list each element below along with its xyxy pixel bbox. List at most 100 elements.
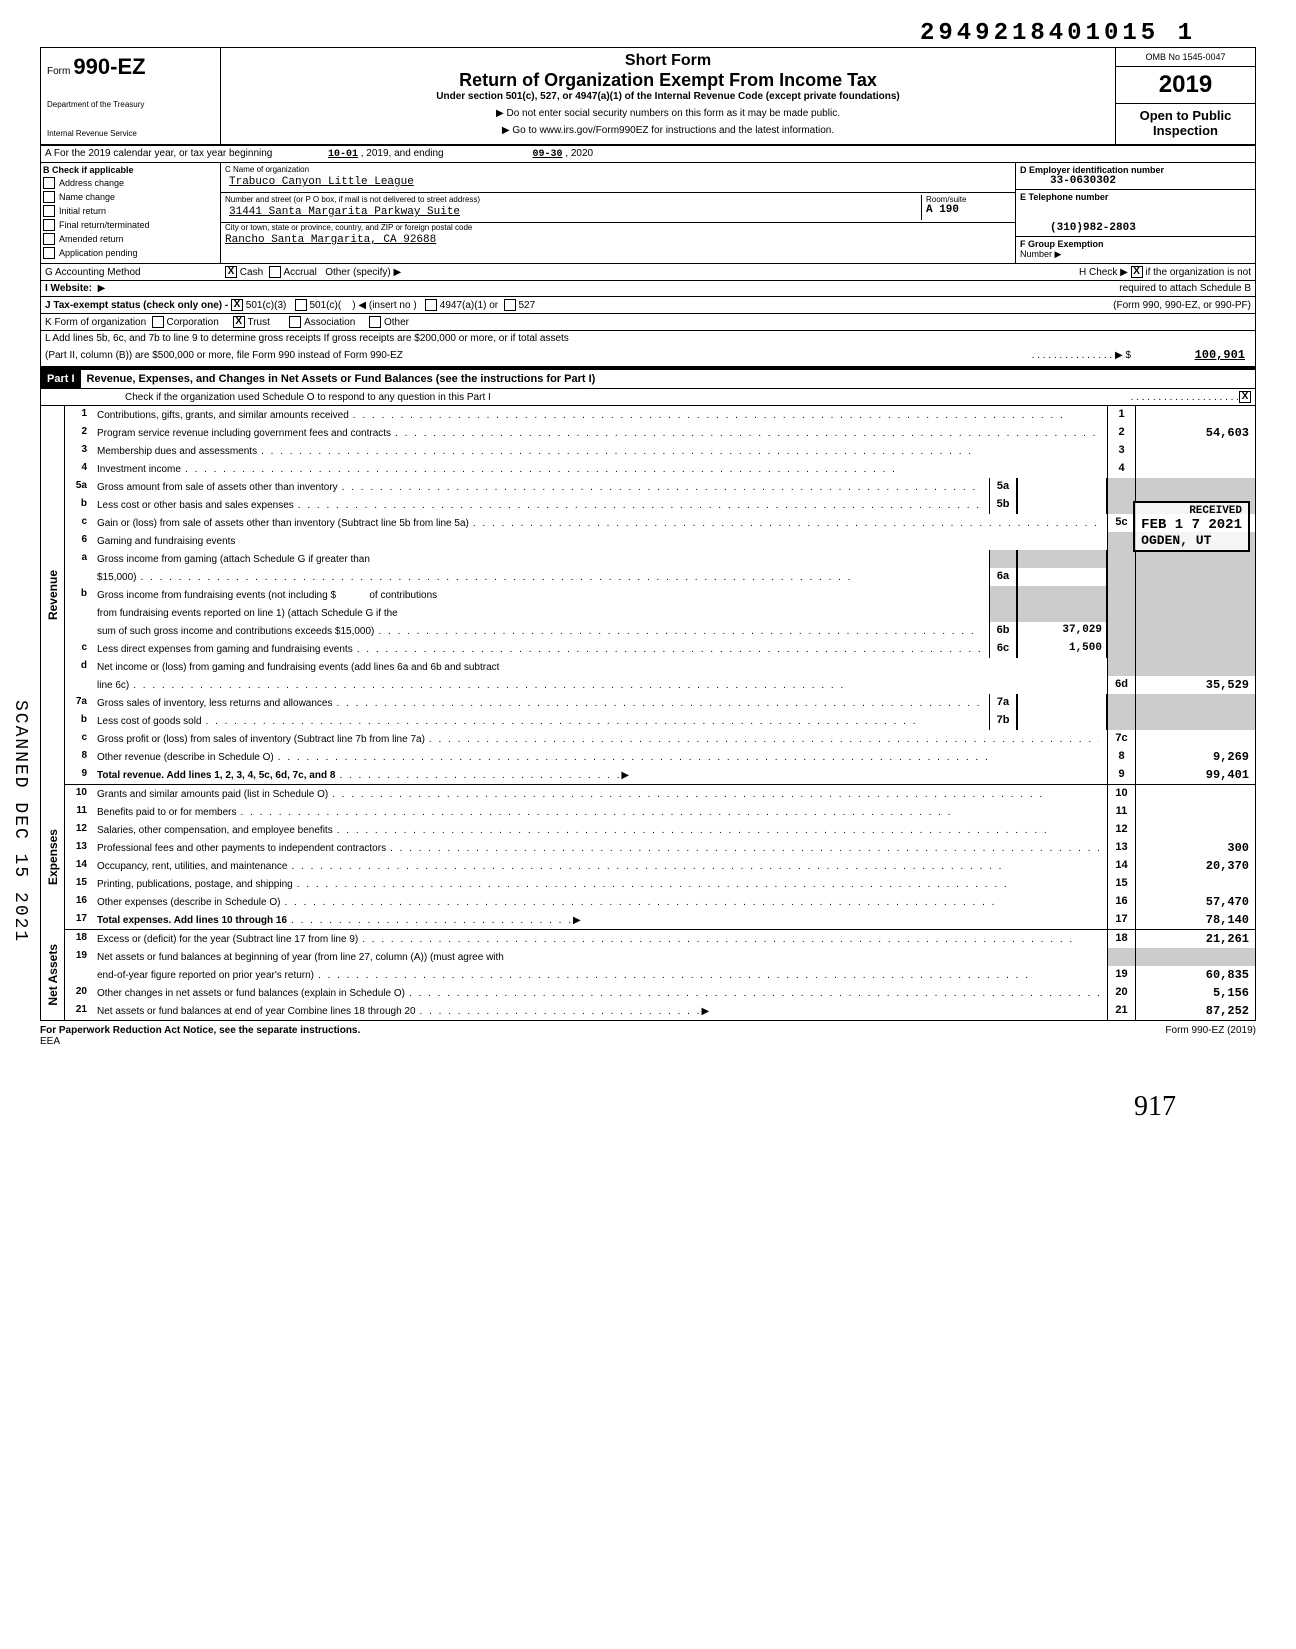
line-l2: (Part II, column (B)) are $500,000 or mo… xyxy=(41,344,1255,368)
l15-desc: Printing, publications, postage, and shi… xyxy=(97,879,293,890)
l6b3-desc: from fundraising events reported on line… xyxy=(97,608,398,619)
check-amended[interactable]: Amended return xyxy=(43,233,218,245)
check-address-change[interactable]: Address change xyxy=(43,177,218,189)
tax-year: 2019 xyxy=(1116,67,1255,104)
footer-left: For Paperwork Reduction Act Notice, see … xyxy=(40,1025,360,1036)
l19a-desc: Net assets or fund balances at beginning… xyxy=(97,952,504,963)
dots: . . . . . . . . . . . . . . . . . . . . … xyxy=(185,464,1099,475)
h-text: if the organization is not xyxy=(1145,267,1251,278)
dots: . . . . . . . . . . . . . . . . . . . . … xyxy=(409,988,1099,999)
l17-desc: Total expenses. Add lines 10 through 16 xyxy=(97,915,287,926)
l16-desc: Other expenses (describe in Schedule O) xyxy=(97,897,280,908)
stamp-received: RECEIVED xyxy=(1141,505,1242,517)
part1-header: Part I Revenue, Expenses, and Changes in… xyxy=(41,368,1255,389)
check-final-return[interactable]: Final return/terminated xyxy=(43,219,218,231)
k-assoc-checkbox[interactable] xyxy=(289,316,301,328)
part1-checkbox[interactable]: X xyxy=(1239,391,1251,403)
org-address: 31441 Santa Margarita Parkway Suite xyxy=(225,204,921,220)
dots: . . . . . . . . . . . . . . . . . . . . … xyxy=(332,789,1099,800)
l6b2-desc: of contributions xyxy=(369,590,437,601)
dots: . . . . . . . . . . . . . . . . . . . . … xyxy=(298,500,981,511)
l20-desc: Other changes in net assets or fund bala… xyxy=(97,988,405,999)
dots: . . . . . . . . . . . . . . . . . . . . … xyxy=(353,410,1099,421)
check-app-pending[interactable]: Application pending xyxy=(43,247,218,259)
l12-desc: Salaries, other compensation, and employ… xyxy=(97,825,333,836)
cb-label: Final return/terminated xyxy=(59,220,150,230)
h-checkbox[interactable]: X xyxy=(1131,266,1143,278)
l13-amt: 300 xyxy=(1135,839,1255,857)
check-dots: . . . . . . . . . . . . . . . . . . . . xyxy=(491,392,1239,403)
l6b-amt: 37,029 xyxy=(1017,622,1107,640)
l9-desc: Total revenue. Add lines 1, 2, 3, 4, 5c,… xyxy=(97,770,335,781)
l11-desc: Benefits paid to or for members xyxy=(97,807,237,818)
signature: 917 xyxy=(40,1091,1176,1123)
check-initial-return[interactable]: Initial return xyxy=(43,205,218,217)
dots: . . . . . . . . . . . . . . . . . . . . … xyxy=(339,770,1099,781)
scan-stamp-vertical: SCANNED DEC 15 2021 xyxy=(10,700,30,943)
short-form-label: Short Form xyxy=(229,52,1107,70)
dots: . . . . . . . . . . . . . . . . . . . . … xyxy=(261,446,1099,457)
j-501c3-checkbox[interactable]: X xyxy=(231,299,243,311)
l3-desc: Membership dues and assessments xyxy=(97,446,257,457)
k-label: K Form of organization xyxy=(45,317,146,328)
received-stamp: RECEIVED FEB 1 7 2021 OGDEN, UT xyxy=(1133,501,1250,552)
l6b4-desc: sum of such gross income and contributio… xyxy=(97,626,374,637)
revenue-label: Revenue xyxy=(46,570,60,620)
dots: . . . . . . . . . . . . . . . . . . . . … xyxy=(241,807,1099,818)
dots: . . . . . . . . . . . . . . . . . . . . … xyxy=(133,680,1099,691)
accrual-label: Accrual xyxy=(283,267,316,278)
dots: . . . . . . . . . . . . . . . . . . . . … xyxy=(284,897,1099,908)
netassets-section: Net Assets 18Excess or (deficit) for the… xyxy=(41,930,1255,1020)
k-corp-checkbox[interactable] xyxy=(152,316,164,328)
footer-eea: EEA xyxy=(40,1036,60,1047)
j-o5: 527 xyxy=(518,300,535,311)
l21-amt: 87,252 xyxy=(1135,1002,1255,1020)
k-o4: Other xyxy=(384,317,409,328)
l10-desc: Grants and similar amounts paid (list in… xyxy=(97,789,328,800)
dots: . . . . . . . . . . . . . . . . . . . . … xyxy=(291,915,1099,926)
form-title: Return of Organization Exempt From Incom… xyxy=(229,70,1107,91)
j-4947-checkbox[interactable] xyxy=(425,299,437,311)
name-column: C Name of organization Trabuco Canyon Li… xyxy=(221,163,1015,263)
l6c-amt: 1,500 xyxy=(1017,640,1107,658)
form-number: 990-EZ xyxy=(73,54,145,79)
h-text2: required to attach Schedule B xyxy=(1119,283,1251,294)
k-other-checkbox[interactable] xyxy=(369,316,381,328)
line-g-h: G Accounting Method X Cash Accrual Other… xyxy=(41,264,1255,281)
phone: (310)982-2803 xyxy=(1020,202,1251,234)
section-b-block: B Check if applicable Address change Nam… xyxy=(41,163,1255,264)
l-dots: . . . . . . . . . . . . . . . ▶ $ xyxy=(403,350,1131,361)
dots: . . . . . . . . . . . . . . . . . . . . … xyxy=(390,843,1099,854)
dots: . . . . . . . . . . . . . . . . . . . . … xyxy=(362,934,1099,945)
part1-check: Check if the organization used Schedule … xyxy=(41,389,1255,406)
dots: . . . . . . . . . . . . . . . . . . . . … xyxy=(429,734,1099,745)
room-suite: A 190 xyxy=(926,204,1011,216)
l8-desc: Other revenue (describe in Schedule O) xyxy=(97,752,274,763)
l6b1-desc: Gross income from fundraising events (no… xyxy=(97,590,336,601)
k-o3: Association xyxy=(304,317,355,328)
l20-amt: 5,156 xyxy=(1135,984,1255,1002)
cash-checkbox[interactable]: X xyxy=(225,266,237,278)
b-label: B Check if applicable xyxy=(43,165,218,175)
ein: 33-0630302 xyxy=(1020,175,1251,187)
dots: . . . . . . . . . . . . . . . . . . . . … xyxy=(342,482,981,493)
ssn-warning: ▶ Do not enter social security numbers o… xyxy=(229,108,1107,119)
dept-irs: Internal Revenue Service xyxy=(47,129,214,138)
l7a-desc: Gross sales of inventory, less returns a… xyxy=(97,698,332,709)
h-text3: (Form 990, 990-EZ, or 990-PF) xyxy=(1113,300,1251,311)
check-name-change[interactable]: Name change xyxy=(43,191,218,203)
dots: . . . . . . . . . . . . . . . . . . . . … xyxy=(473,518,1099,529)
accrual-checkbox[interactable] xyxy=(269,266,281,278)
j-527-checkbox[interactable] xyxy=(504,299,516,311)
open-public: Open to Public Inspection xyxy=(1116,104,1255,142)
j-o1: 501(c)(3) xyxy=(246,300,287,311)
l6d2-desc: line 6c) xyxy=(97,680,129,691)
end-date: 09-30 xyxy=(533,149,563,160)
j-501c-checkbox[interactable] xyxy=(295,299,307,311)
k-trust-checkbox[interactable]: X xyxy=(233,316,245,328)
l19b-desc: end-of-year figure reported on prior yea… xyxy=(97,970,314,981)
dots: . . . . . . . . . . . . . . . . . . . . … xyxy=(357,644,981,655)
org-name: Trabuco Canyon Little League xyxy=(225,174,1011,190)
d-label: D Employer identification number xyxy=(1020,165,1251,175)
dots: . . . . . . . . . . . . . . . . . . . . … xyxy=(420,1006,1099,1017)
